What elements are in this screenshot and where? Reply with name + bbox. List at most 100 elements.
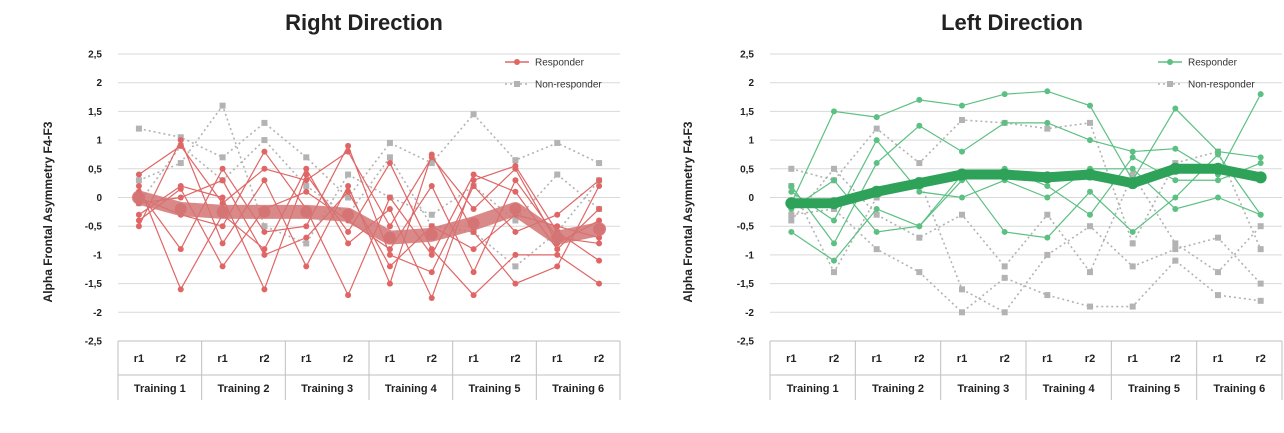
mean-marker [467,217,480,230]
responder-marker [788,183,795,190]
x-tick-label-run: r1 [1127,353,1137,365]
responder-line [138,150,600,297]
x-tick-label-run: r1 [786,353,796,365]
legend-marker-responder [1167,59,1173,65]
responder-marker [135,211,142,218]
nonresponder-marker [219,154,226,161]
mean-marker [828,197,840,210]
responder-marker [554,223,561,230]
responder-marker [177,286,184,293]
nonresponder-line [790,167,1262,274]
responder-marker [1129,148,1136,155]
responder-marker [386,194,393,201]
responder-line [138,161,600,296]
y-tick-label: -2 [745,308,754,319]
nonresponder-marker [1087,303,1093,310]
nonresponder-marker [303,154,310,161]
mean-marker [174,202,187,215]
nonresponder-marker [873,246,880,253]
x-tick-label-group: Training 6 [552,383,604,395]
legend-label-responder: Responder [1188,58,1238,69]
responder-marker [959,194,965,201]
responder-marker [345,142,352,149]
x-tick-label-run: r1 [385,353,395,365]
mean-marker [1126,177,1139,190]
nonresponder-line [138,138,600,268]
mean-marker [509,202,522,215]
responder-marker [873,114,880,121]
responder-marker [831,257,837,264]
responder-marker [512,162,519,169]
mean-marker [342,208,355,221]
mean-marker [998,168,1011,181]
y-tick-label: 2 [748,78,754,89]
mean-marker [258,205,271,218]
y-tick-label: 2 [96,78,102,89]
nonresponder-marker [135,177,142,184]
responder-marker [1129,165,1136,172]
responder-marker [1172,194,1179,201]
nonresponder-marker [916,160,923,167]
responder-marker [470,171,477,178]
x-tick-label-run: r2 [343,353,353,365]
nonresponder-marker [512,157,519,164]
responder-marker [554,246,561,253]
responder-marker [831,240,837,247]
responder-marker [916,122,923,129]
x-tick-label-run: r1 [468,353,478,365]
nonresponder-marker [959,211,965,218]
x-tick-label-run: r2 [1170,353,1180,365]
nonresponder-marker [788,217,795,224]
responder-marker [596,183,603,190]
y-tick-label: -1,5 [737,279,755,290]
y-tick-label: -2,5 [85,337,103,348]
mean-marker [785,197,798,210]
responder-marker [1087,102,1093,109]
y-tick-label: 1 [96,136,102,147]
nonresponder-line [138,113,600,199]
y-tick-label: -0,5 [737,222,755,233]
responder-marker [1172,145,1179,152]
responder-marker [428,269,435,276]
responder-marker [1044,119,1051,126]
y-tick-label: 1,5 [740,107,754,118]
mean-marker [1169,162,1182,175]
responder-marker [916,96,923,103]
nonresponder-marker [554,139,561,146]
responder-marker [916,188,923,195]
x-tick-label-run: r1 [1213,353,1223,365]
responder-marker [135,183,142,190]
nonresponder-marker [873,125,880,132]
x-tick-label-group: Training 1 [787,383,839,395]
responder-marker [219,240,226,247]
responder-marker [1172,177,1179,184]
nonresponder-marker [1172,240,1179,247]
nonresponder-marker [386,139,393,146]
x-tick-label-run: r1 [301,353,311,365]
nonresponder-marker [916,234,923,241]
plot-area-right: 2,5 2 1,5 1 0,5 0 -0,5 -1 -1,5 -2 -2,5 r1 r2 r1 r2 r1 r2… [85,50,621,400]
nonresponder-marker [959,309,965,316]
responder-marker [1215,194,1221,201]
y-tick-label: 0 [96,193,102,204]
responder-marker [1044,88,1051,95]
responder-marker [261,251,268,258]
responder-marker [831,108,837,115]
y-tick-label: 2,5 [88,50,102,61]
responder-marker [1172,105,1179,112]
x-tick-label-run: r1 [871,353,881,365]
y-tick-label: 2,5 [740,50,754,61]
nonresponder-marker [428,160,435,167]
responder-marker [303,165,310,172]
x-tick-label-group: Training 5 [1128,383,1180,395]
nonresponder-marker [1129,263,1136,270]
nonresponder-marker [554,171,561,178]
nonresponder-marker [261,223,268,230]
responder-marker [428,151,435,158]
responder-line [790,93,1262,245]
responder-marker [916,223,923,230]
mean-marker [956,168,968,181]
nonresponder-marker [303,240,310,247]
mean-marker [216,205,229,218]
nonresponder-marker [1172,257,1179,264]
